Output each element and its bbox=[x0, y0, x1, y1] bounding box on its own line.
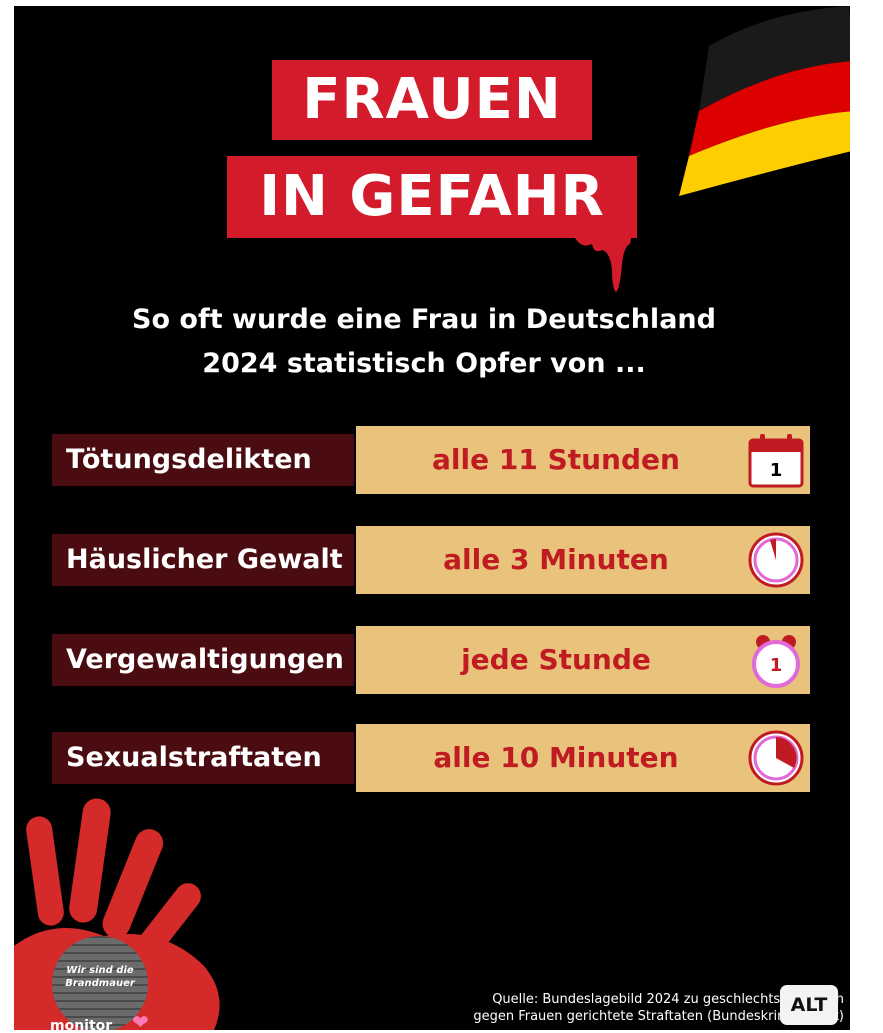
stat-label: Tötungsdelikten bbox=[52, 434, 354, 486]
source-line-1: Quelle: Bundeslagebild 2024 zu geschlech… bbox=[492, 992, 844, 1007]
stat-value: alle 11 Stunden bbox=[432, 443, 680, 476]
heart-icon: ❤ bbox=[132, 1010, 149, 1030]
subtitle-line-2: 2024 statistisch Opfer von ... bbox=[202, 348, 646, 379]
subtitle-line-1: So oft wurde eine Frau in Deutschland bbox=[132, 304, 716, 335]
source-line-2: gegen Frauen gerichtete Straftaten (Bund… bbox=[473, 1009, 844, 1024]
svg-text:1: 1 bbox=[770, 655, 783, 676]
title-line-2: IN GEFAHR bbox=[227, 156, 637, 238]
monitor-label: monitor bbox=[50, 1018, 113, 1030]
stat-value-box: alle 11 Stunden 1 bbox=[356, 426, 810, 494]
german-flag-icon bbox=[679, 6, 850, 196]
blood-drip bbox=[572, 234, 632, 292]
stat-row-haeusliche-gewalt: Häuslicher Gewalt alle 3 Minuten bbox=[52, 526, 810, 594]
stat-value-box: alle 3 Minuten bbox=[356, 526, 810, 594]
logo-text-line-2: Brandmauer bbox=[65, 978, 135, 989]
logo-text-line-1: Wir sind die bbox=[66, 965, 134, 976]
stat-row-vergewaltigungen: Vergewaltigungen jede Stunde 1 bbox=[52, 626, 810, 694]
poster-image: FRAUEN IN GEFAHR So oft wurde eine Frau … bbox=[14, 6, 850, 1030]
stat-label: Sexualstraftaten bbox=[52, 732, 354, 784]
stat-value: alle 10 Minuten bbox=[433, 741, 679, 774]
clock-icon bbox=[748, 532, 804, 588]
stat-label: Vergewaltigungen bbox=[52, 634, 354, 686]
stat-row-toetungsdelikte: Tötungsdelikten alle 11 Stunden 1 bbox=[52, 426, 810, 494]
svg-text:1: 1 bbox=[770, 460, 783, 481]
pie-clock-icon bbox=[748, 730, 804, 786]
subtitle: So oft wurde eine Frau in Deutschland 20… bbox=[94, 298, 754, 386]
stat-label: Häuslicher Gewalt bbox=[52, 534, 354, 586]
stat-value-box: alle 10 Minuten bbox=[356, 724, 810, 792]
stat-value-box: jede Stunde 1 bbox=[356, 626, 810, 694]
source-note: Quelle: Bundeslagebild 2024 zu geschlech… bbox=[424, 991, 844, 1025]
alt-text-button[interactable]: ALT bbox=[780, 985, 838, 1025]
brandmauer-logo: Wir sind die Brandmauer bbox=[52, 936, 148, 1030]
alarm-clock-icon: 1 bbox=[752, 635, 800, 688]
stat-value: alle 3 Minuten bbox=[443, 543, 669, 576]
calendar-icon: 1 bbox=[748, 434, 804, 488]
title-line-1: FRAUEN bbox=[272, 60, 592, 140]
stat-value: jede Stunde bbox=[461, 643, 651, 676]
stat-row-sexualstraftaten: Sexualstraftaten alle 10 Minuten bbox=[52, 724, 810, 792]
